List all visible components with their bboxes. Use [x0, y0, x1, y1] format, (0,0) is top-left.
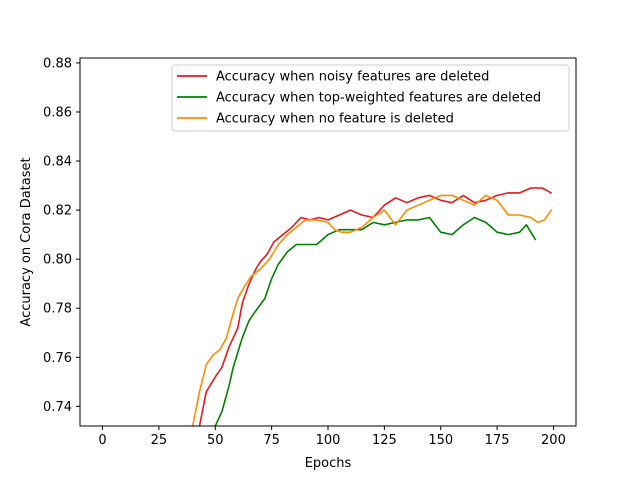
- y-tick-label: 0.76: [43, 351, 72, 366]
- x-tick-label: 100: [316, 433, 341, 448]
- legend-label-2: Accuracy when top-weighted features are …: [216, 91, 541, 106]
- legend: Accuracy when noisy features are deleted…: [171, 64, 570, 132]
- series-line-2: [214, 216, 537, 426]
- x-axis: 0 25 50 75 100 125 150 175 200: [98, 426, 566, 448]
- y-tick-label: 0.84: [43, 155, 72, 170]
- legend-box: [171, 64, 570, 132]
- x-tick-label: 25: [151, 433, 168, 448]
- legend-label-1: Accuracy when noisy features are deleted: [216, 70, 489, 85]
- y-tick-label: 0.78: [43, 302, 72, 317]
- x-tick-label: 175: [485, 433, 510, 448]
- y-tick-label: 0.74: [43, 400, 72, 415]
- x-tick-label: 0: [98, 433, 106, 448]
- x-tick-label: 125: [372, 433, 397, 448]
- y-axis: 0.74 0.76 0.78 0.80 0.82 0.84 0.86 0.88: [43, 56, 80, 415]
- x-tick-label: 150: [428, 433, 453, 448]
- x-tick-label: 200: [541, 433, 566, 448]
- y-tick-label: 0.80: [43, 253, 72, 268]
- x-axis-label: Epochs: [305, 456, 352, 471]
- y-axis-label: Accuracy on Cora Dataset: [19, 157, 34, 326]
- legend-label-3: Accuracy when no feature is deleted: [216, 112, 454, 127]
- y-tick-label: 0.88: [43, 56, 72, 71]
- x-tick-label: 50: [207, 433, 224, 448]
- series-layer: [191, 187, 552, 426]
- y-tick-label: 0.86: [43, 105, 72, 120]
- y-tick-label: 0.82: [43, 204, 72, 219]
- series-line-1: [198, 187, 552, 426]
- series-line-3: [191, 194, 552, 426]
- x-tick-label: 75: [263, 433, 280, 448]
